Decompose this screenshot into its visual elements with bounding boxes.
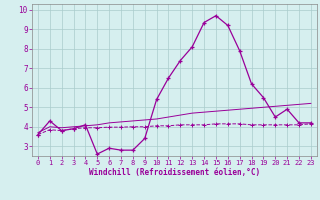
- X-axis label: Windchill (Refroidissement éolien,°C): Windchill (Refroidissement éolien,°C): [89, 168, 260, 177]
